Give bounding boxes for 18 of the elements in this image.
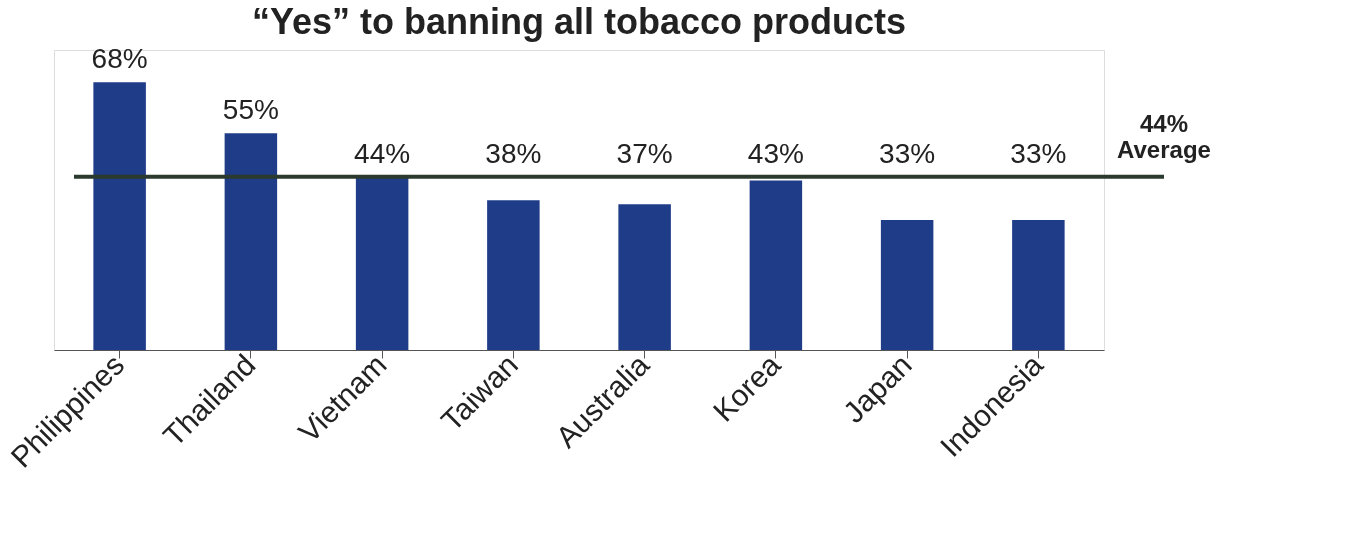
bar — [749, 180, 803, 350]
bar — [1012, 220, 1065, 350]
bar — [93, 82, 146, 350]
data-label: 55% — [222, 94, 279, 126]
data-label: 33% — [879, 137, 936, 169]
bar — [355, 176, 409, 350]
data-label: 38% — [485, 137, 542, 169]
bar — [487, 200, 540, 350]
data-label: 33% — [1010, 137, 1067, 169]
data-label: 43% — [747, 137, 804, 169]
bar — [224, 133, 278, 350]
data-label: 68% — [91, 43, 148, 75]
bar — [880, 220, 934, 350]
bar — [618, 204, 671, 350]
data-label: 37% — [616, 137, 673, 169]
ref-line-label: 44% Average — [1117, 109, 1211, 163]
chart-title: “Yes” to banning all tobacco products — [251, 1, 907, 43]
data-label: 44% — [354, 137, 411, 169]
